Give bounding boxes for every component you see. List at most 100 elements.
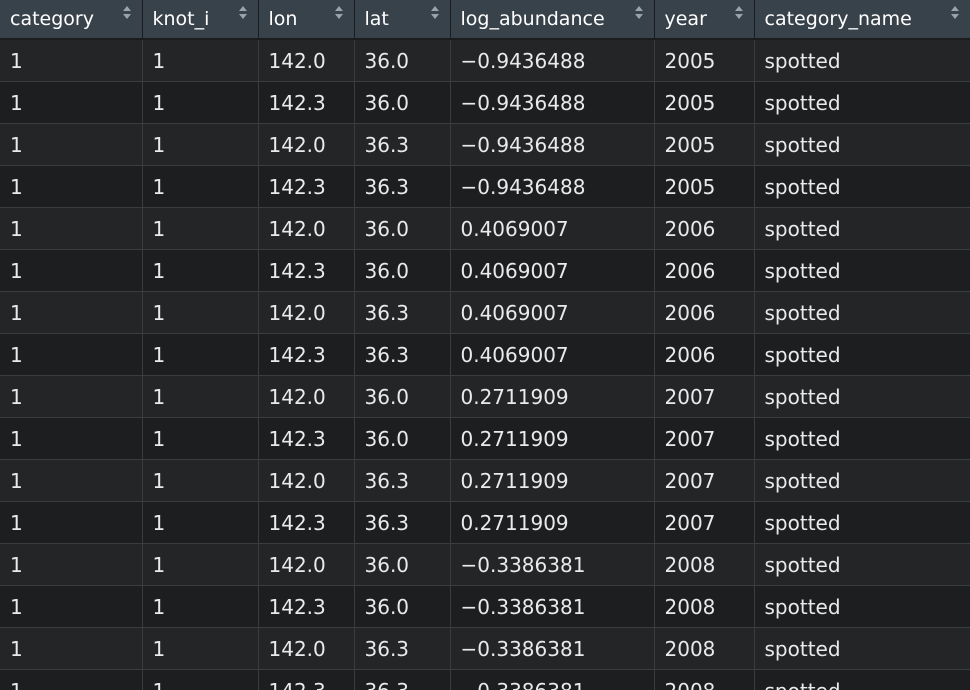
cell-lon: 142.3 [258, 585, 355, 628]
cell-category: 1 [0, 291, 143, 334]
column-header-log-abundance[interactable]: log_abundance [450, 0, 655, 40]
cell-knot-i: 1 [142, 417, 259, 460]
table-row: 1 1 142.0 36.3 −0.3386381 2008 spotted [0, 627, 970, 670]
cell-log-abundance: −0.9436488 [450, 81, 655, 124]
sort-arrows-icon[interactable] [238, 5, 248, 21]
sort-arrows-icon[interactable] [430, 5, 440, 21]
cell-category: 1 [0, 249, 143, 292]
cell-year: 2005 [654, 123, 755, 166]
cell-knot-i: 1 [142, 543, 259, 586]
sort-arrows-icon[interactable] [122, 5, 132, 21]
cell-log-abundance: 0.2711909 [450, 501, 655, 544]
cell-year: 2008 [654, 543, 755, 586]
column-header-knot-i[interactable]: knot_i [142, 0, 259, 40]
column-header-label: lon [268, 8, 298, 30]
table-row: 1 1 142.0 36.3 0.2711909 2007 spotted [0, 459, 970, 502]
cell-lon: 142.3 [258, 81, 355, 124]
column-header-category[interactable]: category [0, 0, 143, 40]
cell-lon: 142.3 [258, 165, 355, 208]
cell-year: 2005 [654, 81, 755, 124]
cell-category: 1 [0, 459, 143, 502]
cell-category-name: spotted [754, 207, 970, 250]
cell-category: 1 [0, 627, 143, 670]
cell-lat: 36.0 [354, 39, 451, 82]
header-row: category knot_i lon lat log_abundance year cat… [0, 0, 970, 40]
cell-category-name: spotted [754, 165, 970, 208]
table-row: 1 1 142.0 36.3 −0.9436488 2005 spotted [0, 123, 970, 166]
cell-log-abundance: −0.3386381 [450, 585, 655, 628]
cell-year: 2007 [654, 459, 755, 502]
cell-lat: 36.0 [354, 543, 451, 586]
table-row: 1 1 142.3 36.3 0.4069007 2006 spotted [0, 333, 970, 376]
sort-arrows-icon[interactable] [334, 5, 344, 21]
cell-year: 2008 [654, 669, 755, 690]
column-header-label: log_abundance [460, 8, 605, 30]
table-row: 1 1 142.3 36.3 0.2711909 2007 spotted [0, 501, 970, 544]
cell-lon: 142.0 [258, 459, 355, 502]
cell-category-name: spotted [754, 627, 970, 670]
cell-lat: 36.0 [354, 585, 451, 628]
cell-year: 2005 [654, 165, 755, 208]
cell-knot-i: 1 [142, 627, 259, 670]
cell-lon: 142.0 [258, 39, 355, 82]
table-body: 1 1 142.0 36.0 −0.9436488 2005 spotted 1 1 142.3 3… [0, 39, 970, 690]
cell-log-abundance: 0.2711909 [450, 375, 655, 418]
sort-arrows-icon[interactable] [734, 5, 744, 21]
column-header-category-name[interactable]: category_name [754, 0, 970, 40]
cell-lat: 36.0 [354, 417, 451, 460]
cell-category: 1 [0, 501, 143, 544]
sort-arrows-icon[interactable] [634, 5, 644, 21]
cell-knot-i: 1 [142, 291, 259, 334]
cell-year: 2007 [654, 501, 755, 544]
cell-category-name: spotted [754, 333, 970, 376]
cell-lat: 36.3 [354, 459, 451, 502]
table-row: 1 1 142.0 36.0 −0.3386381 2008 spotted [0, 543, 970, 586]
table-row: 1 1 142.0 36.0 −0.9436488 2005 spotted [0, 39, 970, 82]
table-row: 1 1 142.0 36.0 0.2711909 2007 spotted [0, 375, 970, 418]
cell-category-name: spotted [754, 375, 970, 418]
cell-lon: 142.3 [258, 249, 355, 292]
cell-log-abundance: 0.4069007 [450, 291, 655, 334]
sort-arrows-icon[interactable] [950, 5, 960, 21]
cell-year: 2008 [654, 627, 755, 670]
cell-category: 1 [0, 375, 143, 418]
cell-year: 2007 [654, 375, 755, 418]
table-row: 1 1 142.3 36.0 −0.9436488 2005 spotted [0, 81, 970, 124]
cell-year: 2006 [654, 249, 755, 292]
cell-knot-i: 1 [142, 249, 259, 292]
cell-log-abundance: 0.2711909 [450, 417, 655, 460]
cell-log-abundance: −0.9436488 [450, 39, 655, 82]
cell-year: 2008 [654, 585, 755, 628]
cell-category: 1 [0, 165, 143, 208]
column-header-lon[interactable]: lon [258, 0, 355, 40]
table-header: category knot_i lon lat log_abundance year cat… [0, 0, 970, 40]
cell-log-abundance: −0.3386381 [450, 669, 655, 690]
cell-category: 1 [0, 81, 143, 124]
table-row: 1 1 142.3 36.0 −0.3386381 2008 spotted [0, 585, 970, 628]
cell-lat: 36.3 [354, 333, 451, 376]
cell-lon: 142.0 [258, 543, 355, 586]
cell-lon: 142.3 [258, 333, 355, 376]
cell-year: 2006 [654, 207, 755, 250]
cell-log-abundance: 0.4069007 [450, 249, 655, 292]
cell-year: 2006 [654, 333, 755, 376]
column-header-label: category_name [764, 8, 912, 30]
column-header-year[interactable]: year [654, 0, 755, 40]
cell-knot-i: 1 [142, 669, 259, 690]
cell-knot-i: 1 [142, 207, 259, 250]
column-header-lat[interactable]: lat [354, 0, 451, 40]
cell-year: 2007 [654, 417, 755, 460]
cell-category-name: spotted [754, 459, 970, 502]
cell-category-name: spotted [754, 291, 970, 334]
cell-category-name: spotted [754, 543, 970, 586]
cell-lon: 142.0 [258, 375, 355, 418]
cell-knot-i: 1 [142, 165, 259, 208]
cell-log-abundance: −0.3386381 [450, 543, 655, 586]
cell-category-name: spotted [754, 417, 970, 460]
cell-lon: 142.3 [258, 417, 355, 460]
cell-category: 1 [0, 543, 143, 586]
cell-lon: 142.0 [258, 123, 355, 166]
